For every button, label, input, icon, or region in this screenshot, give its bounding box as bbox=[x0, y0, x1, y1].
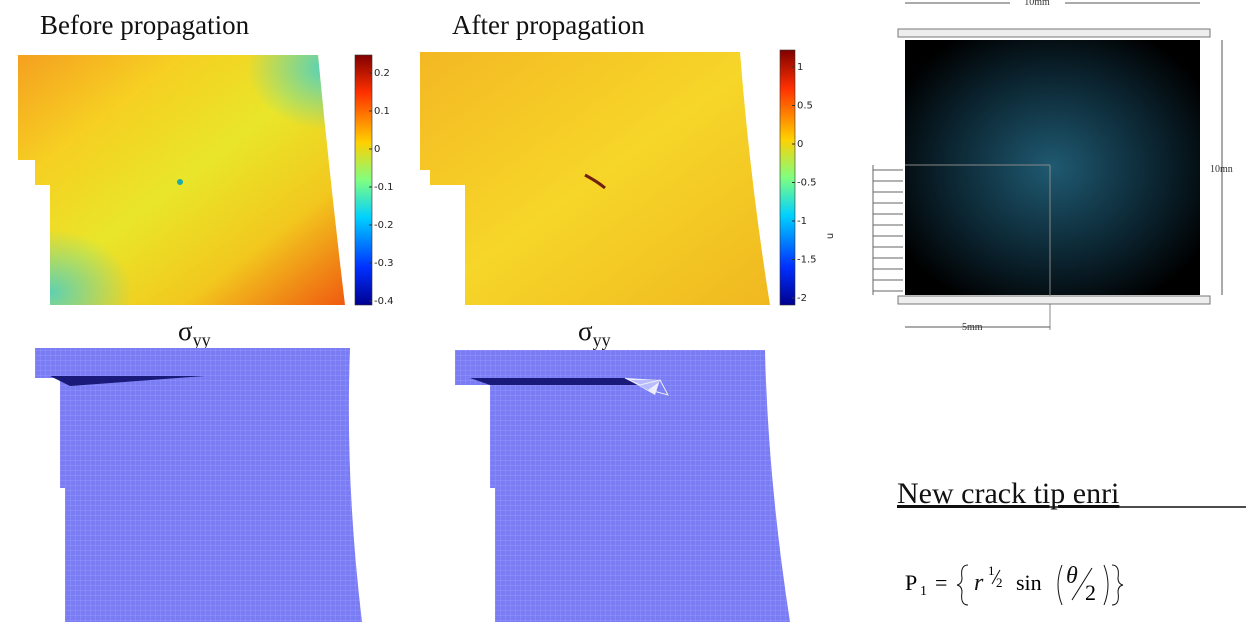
tick-label: 0 bbox=[374, 144, 380, 155]
sigma: σ bbox=[178, 316, 193, 346]
symbol: P bbox=[905, 570, 917, 595]
contour-map bbox=[420, 52, 770, 305]
stress-label: σyy bbox=[178, 316, 211, 350]
formula: P 1 = r 1 2 sin θ 2 bbox=[905, 563, 1124, 606]
tick-label: 0.5 bbox=[797, 101, 813, 112]
tick-label: -0.5 bbox=[797, 178, 817, 189]
load-arrows bbox=[872, 165, 903, 295]
denominator: 2 bbox=[1085, 580, 1096, 605]
tick-label: 0.2 bbox=[374, 68, 390, 79]
subscript: yy bbox=[593, 330, 611, 350]
tick-label: -1.5 bbox=[797, 255, 817, 266]
colorbar bbox=[354, 54, 373, 306]
dimension-label: 5mm bbox=[962, 322, 983, 333]
function: sin bbox=[1016, 570, 1042, 595]
tick-label: 0.1 bbox=[374, 106, 390, 117]
crack-tip bbox=[584, 173, 606, 190]
crack bbox=[50, 376, 205, 386]
tick-label: 0 bbox=[797, 139, 803, 150]
subscript: yy bbox=[193, 330, 211, 350]
mesh bbox=[35, 348, 362, 622]
specimen bbox=[905, 40, 1200, 295]
slash bbox=[991, 569, 1001, 585]
crack-tip bbox=[177, 179, 183, 185]
panel-title: After propagation bbox=[452, 10, 645, 40]
equals: = bbox=[935, 570, 947, 595]
symbol: θ bbox=[1066, 563, 1078, 589]
stress-label: σyy bbox=[578, 316, 611, 350]
symbol: r bbox=[974, 570, 984, 596]
paren bbox=[1103, 564, 1109, 606]
crack bbox=[470, 378, 650, 385]
colorbar-label: u bbox=[825, 233, 836, 239]
brace bbox=[956, 564, 969, 606]
colorbar-ticks: 1 0.5 0 -0.5 -1 -1.5 -2 bbox=[792, 62, 817, 304]
tick-label: -0.4 bbox=[374, 296, 394, 307]
colorbar bbox=[779, 49, 796, 306]
tick-label: 1 bbox=[797, 62, 803, 73]
sigma: σ bbox=[578, 316, 593, 346]
plate bbox=[897, 295, 1211, 305]
tick-label: -2 bbox=[797, 293, 807, 304]
exponent: 1 bbox=[988, 563, 995, 578]
slash bbox=[1071, 567, 1093, 601]
paren bbox=[1057, 564, 1063, 606]
dimension-label: 10mm bbox=[1024, 0, 1050, 8]
tick-label: -0.2 bbox=[374, 220, 394, 231]
exponent: 2 bbox=[996, 575, 1003, 590]
crack-branch bbox=[624, 377, 669, 396]
tick-label: -0.3 bbox=[374, 258, 394, 269]
brace bbox=[1111, 564, 1124, 606]
panel-title: Before propagation bbox=[40, 10, 250, 40]
dimension-label: 10mn bbox=[1210, 164, 1233, 175]
colorbar-ticks: 0.2 0.1 0 -0.1 -0.2 -0.3 -0.4 bbox=[369, 68, 394, 307]
tick-label: -0.1 bbox=[374, 182, 394, 193]
mesh bbox=[455, 350, 790, 622]
crack-branch bbox=[628, 380, 662, 390]
heading: New crack tip enri bbox=[897, 477, 1119, 510]
tick-label: -1 bbox=[797, 216, 807, 227]
subscript: 1 bbox=[920, 584, 927, 599]
label-bg bbox=[1010, 0, 1065, 8]
plate bbox=[897, 28, 1211, 38]
